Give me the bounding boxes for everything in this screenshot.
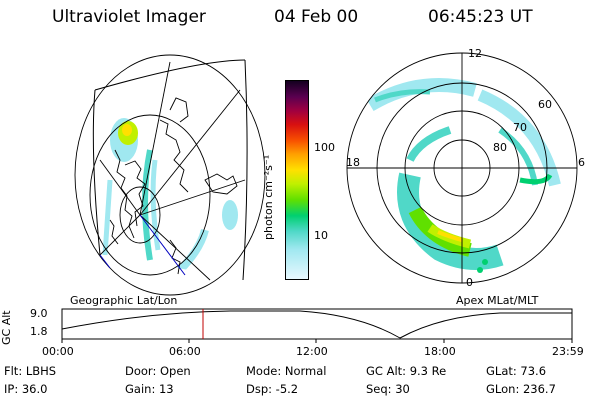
colorbar-tick-100: 100 xyxy=(314,141,335,154)
geographic-caption: Geographic Lat/Lon xyxy=(70,294,178,307)
mlt-label-12: 12 xyxy=(468,47,482,60)
time-label: 06:45:23 UT xyxy=(428,7,533,27)
altitude-xtick-2359: 23:59 xyxy=(552,345,584,358)
mlt-label-0: 0 xyxy=(466,276,473,289)
mlt-label-6: 6 xyxy=(578,156,585,169)
altitude-xtick-0000: 00:00 xyxy=(42,345,74,358)
colorbar xyxy=(285,80,309,280)
geographic-aurora xyxy=(102,118,238,273)
geo-longitude-info: GLon: 236.7 xyxy=(486,382,556,396)
dsp-info: Dsp: -5.2 xyxy=(246,382,299,396)
mlat-label-70: 70 xyxy=(513,121,527,134)
mode-info: Mode: Normal xyxy=(246,364,327,378)
colorbar-tick-10: 10 xyxy=(314,229,328,242)
altitude-xtick-1800: 18:00 xyxy=(424,345,456,358)
altitude-ylabel: GC Alt xyxy=(0,310,13,345)
mlt-label-18: 18 xyxy=(346,156,360,169)
altitude-ytick-9: 9.0 xyxy=(30,307,48,320)
gc-altitude-info: GC Alt: 9.3 Re xyxy=(366,364,447,378)
instrument-title: Ultraviolet Imager xyxy=(52,7,206,27)
mlat-label-60: 60 xyxy=(538,98,552,111)
geo-latitude-info: GLat: 73.6 xyxy=(486,364,547,378)
altitude-xtick-0600: 06:00 xyxy=(169,345,201,358)
apex-caption: Apex MLat/MLT xyxy=(456,294,539,307)
altitude-xtick-1200: 12:00 xyxy=(296,345,328,358)
gain-info: Gain: 13 xyxy=(125,382,174,396)
date-label: 04 Feb 00 xyxy=(274,7,359,27)
filter-info: Flt: LBHS xyxy=(4,364,57,378)
ip-info: IP: 36.0 xyxy=(4,382,48,396)
altitude-ytick-1-8: 1.8 xyxy=(30,325,48,338)
door-info: Door: Open xyxy=(125,364,191,378)
sequence-info: Seq: 30 xyxy=(366,382,410,396)
mlat-label-80: 80 xyxy=(493,141,507,154)
